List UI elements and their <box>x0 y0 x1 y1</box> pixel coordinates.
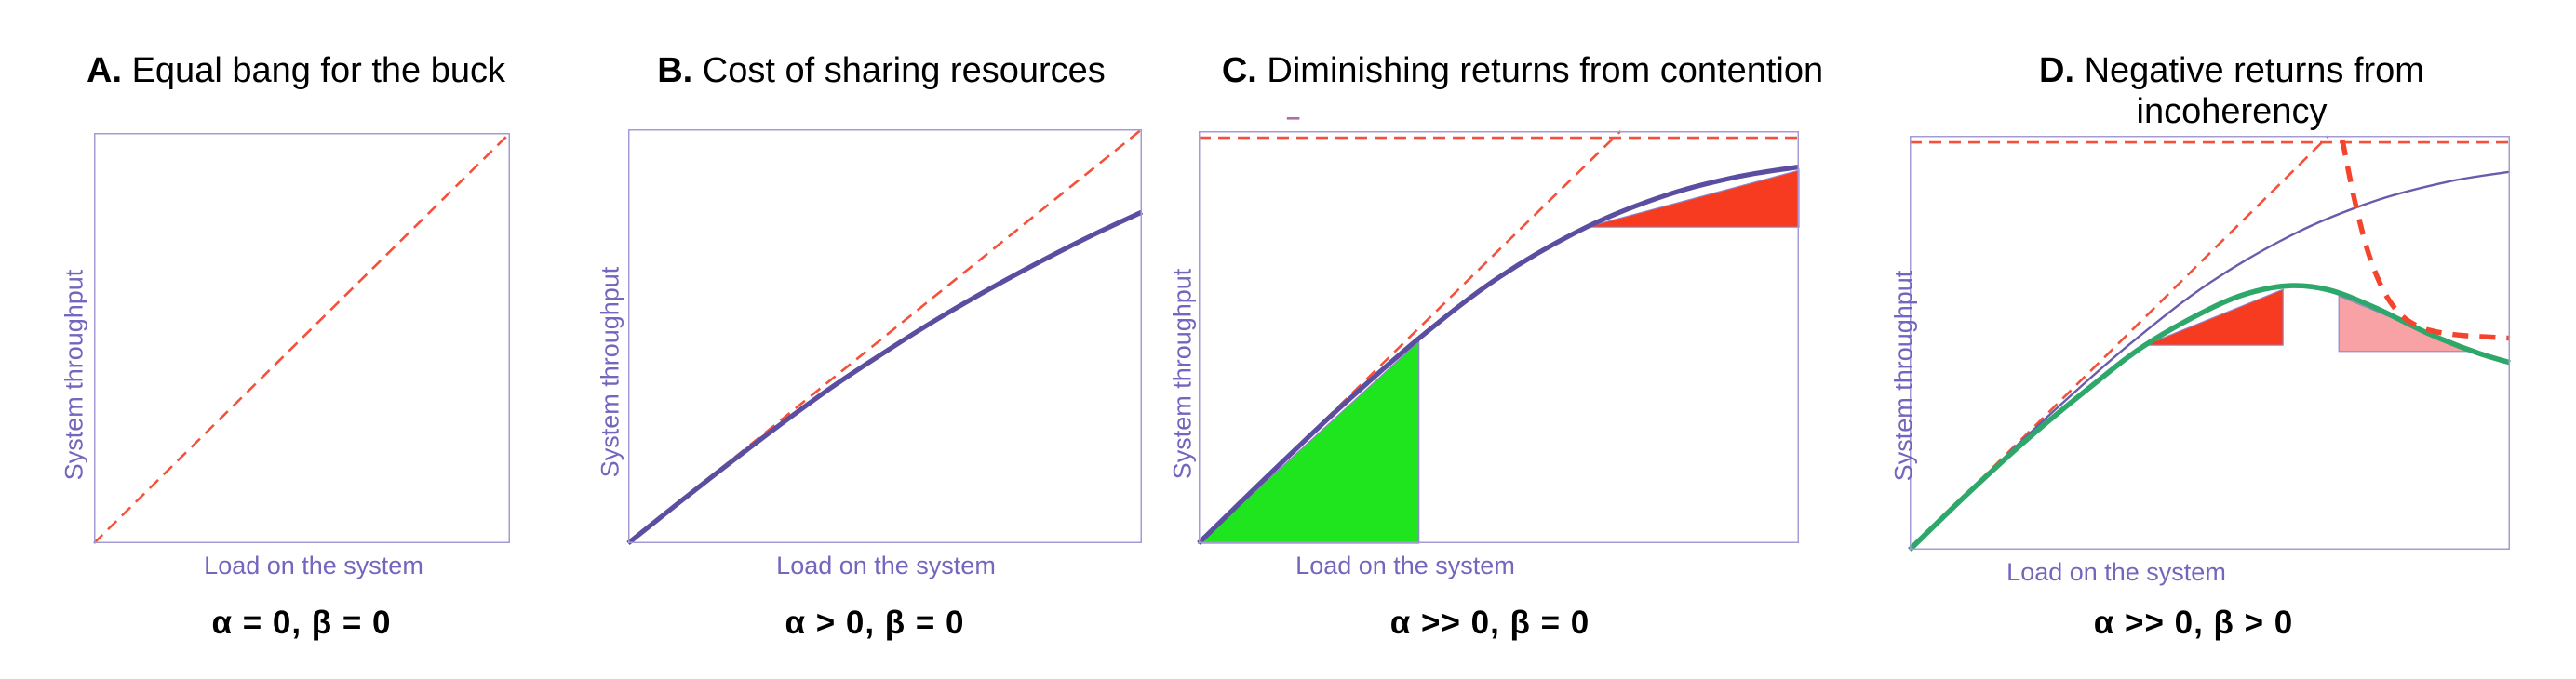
panel-b-x-axis-label: Load on the system <box>776 552 996 579</box>
panel-a-plot-area <box>93 132 511 544</box>
panel-d-title: D. Negative returns from incoherency <box>1999 50 2464 132</box>
panel-a-title-text: Equal bang for the buck <box>131 50 505 90</box>
plot-frame <box>1199 131 1799 543</box>
contention-only-curve <box>1909 170 2511 551</box>
panel-b-title: B. Cost of sharing resources <box>621 50 1142 91</box>
panel-b-letter: B. <box>657 50 693 90</box>
plot-frame <box>94 133 510 543</box>
panel-a-caption: α = 0, β = 0 <box>211 605 392 641</box>
panel-c-x-axis-label: Load on the system <box>1295 552 1515 579</box>
panel-d-caption: α >> 0, β > 0 <box>2093 605 2294 641</box>
panel-d-title-text: Negative returns from incoherency <box>2084 50 2424 131</box>
panel-c-caption: α >> 0, β = 0 <box>1389 605 1590 641</box>
panel-b-title-text: Cost of sharing resources <box>702 50 1106 90</box>
incoherency-asymptote-curve <box>2340 139 2511 341</box>
usl-throughput-curve <box>626 209 1144 546</box>
panel-c-title-text: Diminishing returns from contention <box>1267 50 1824 90</box>
panel-a-title: A. Equal bang for the buck <box>35 50 557 91</box>
linear-scaling-line <box>627 127 1143 545</box>
plot-frame <box>628 129 1142 543</box>
panel-b-plot-area <box>626 127 1144 546</box>
panel-a-x-axis-label: Load on the system <box>204 552 423 579</box>
usl-throughput-curve <box>1197 164 1800 545</box>
panel-c-letter: C. <box>1221 50 1257 90</box>
panel-d-y-axis-label: System throughput <box>1889 270 1918 482</box>
panel-d-x-axis-label: Load on the system <box>2006 558 2226 586</box>
negative-returns-region <box>2144 288 2284 346</box>
panel-c-plot-area <box>1197 117 1800 545</box>
panel-d-plot-area <box>1908 135 2511 553</box>
plot-frame <box>1910 136 2510 550</box>
panel-a-letter: A. <box>87 50 123 90</box>
usl-throughput-curve <box>1908 283 2511 553</box>
panel-b-caption: α > 0, β = 0 <box>785 605 965 641</box>
panel-c-title: C. Diminishing returns from contention <box>1197 50 1848 91</box>
panel-d-letter: D. <box>2039 50 2075 90</box>
